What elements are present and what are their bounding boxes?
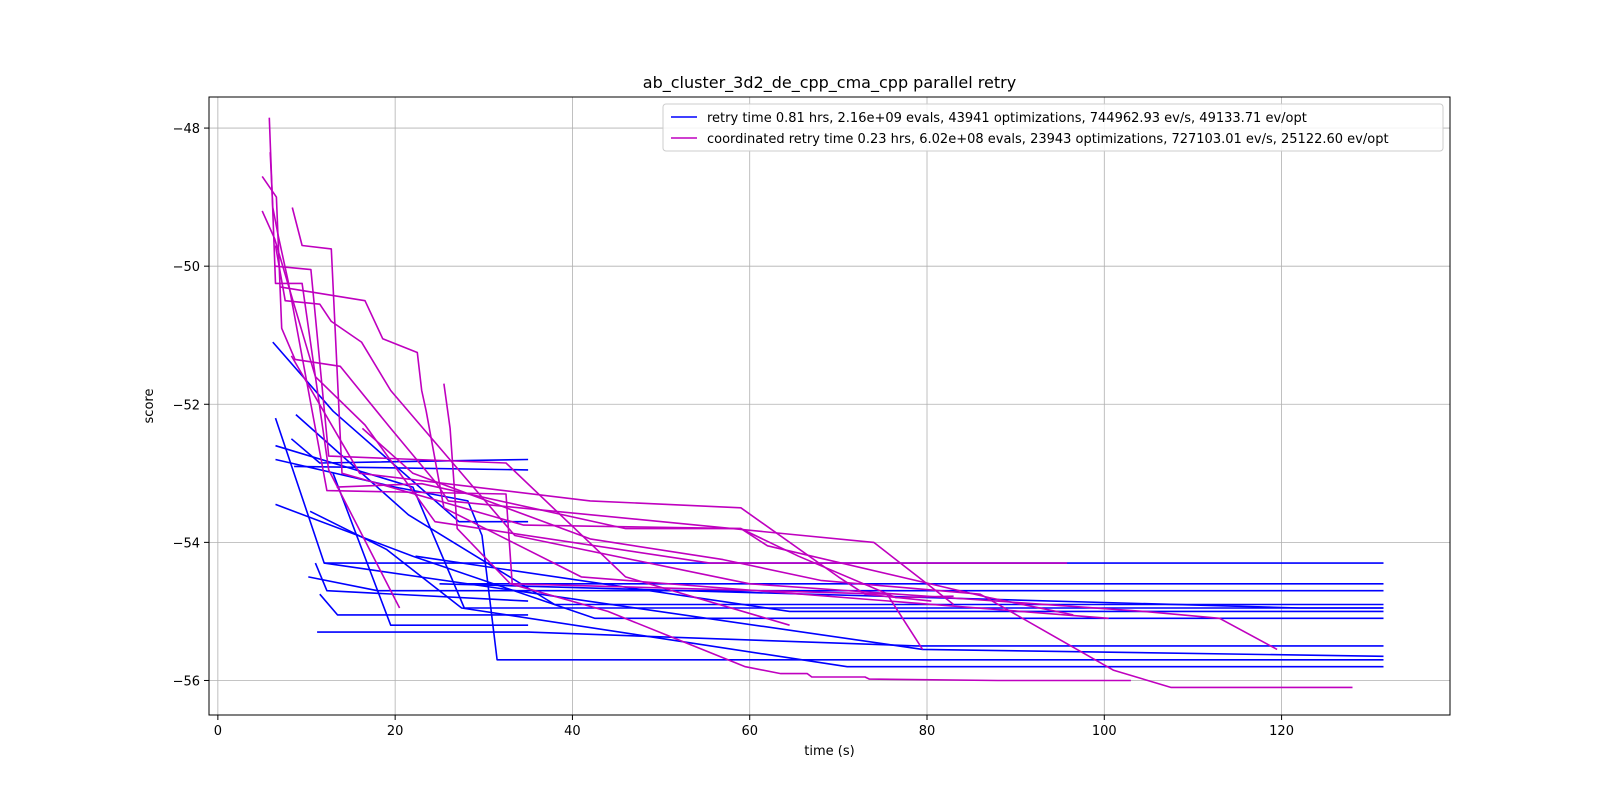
series-line — [279, 286, 1109, 620]
legend-label-coordinated-retry: coordinated retry time 0.23 hrs, 6.02e+0… — [707, 132, 1389, 147]
legend: retry time 0.81 hrs, 2.16e+09 evals, 439… — [662, 103, 1444, 152]
legend-box — [662, 103, 1444, 152]
x-tick-label: 100 — [1092, 724, 1117, 739]
series-line — [261, 175, 955, 606]
series-line — [275, 503, 1384, 620]
series-line — [361, 427, 1353, 689]
series-line — [443, 383, 1131, 682]
series-line — [415, 555, 1384, 613]
series-line — [309, 510, 1384, 668]
series-line — [319, 593, 529, 616]
y-tick-label: −56 — [173, 674, 200, 689]
axes-frame — [208, 96, 1451, 716]
y-tick-label: −48 — [173, 122, 200, 137]
axis-ticks: 0 20 40 60 80 100 120 −56 −54 −52 −50 −48 — [173, 122, 1294, 739]
y-tick-label: −52 — [173, 398, 200, 413]
series-lines — [261, 117, 1384, 689]
series-line — [275, 265, 790, 626]
series-line — [314, 562, 529, 602]
series-line — [295, 414, 1384, 606]
x-tick-label: 60 — [741, 724, 758, 739]
series-line — [317, 631, 1384, 647]
series-line — [290, 355, 932, 602]
chart-title: ab_cluster_3d2_de_cpp_cma_cpp parallel r… — [643, 73, 1016, 93]
x-axis-label: time (s) — [804, 744, 854, 759]
x-tick-label: 0 — [214, 724, 222, 739]
series-line — [294, 465, 529, 471]
y-axis-label: score — [142, 389, 157, 424]
series-line — [261, 210, 1068, 564]
x-tick-label: 80 — [919, 724, 936, 739]
series-coordinated-retry — [261, 117, 1353, 689]
series-line — [268, 117, 401, 609]
x-tick-label: 40 — [564, 724, 581, 739]
series-line — [274, 245, 1278, 651]
x-tick-label: 20 — [387, 724, 404, 739]
y-tick-label: −50 — [173, 260, 200, 275]
series-line — [332, 473, 529, 627]
x-tick-label: 120 — [1269, 724, 1294, 739]
series-line — [336, 482, 1074, 616]
grid-lines — [209, 97, 1450, 715]
y-tick-label: −54 — [173, 536, 200, 551]
legend-label-retry: retry time 0.81 hrs, 2.16e+09 evals, 439… — [707, 111, 1307, 126]
series-line — [439, 583, 1384, 609]
